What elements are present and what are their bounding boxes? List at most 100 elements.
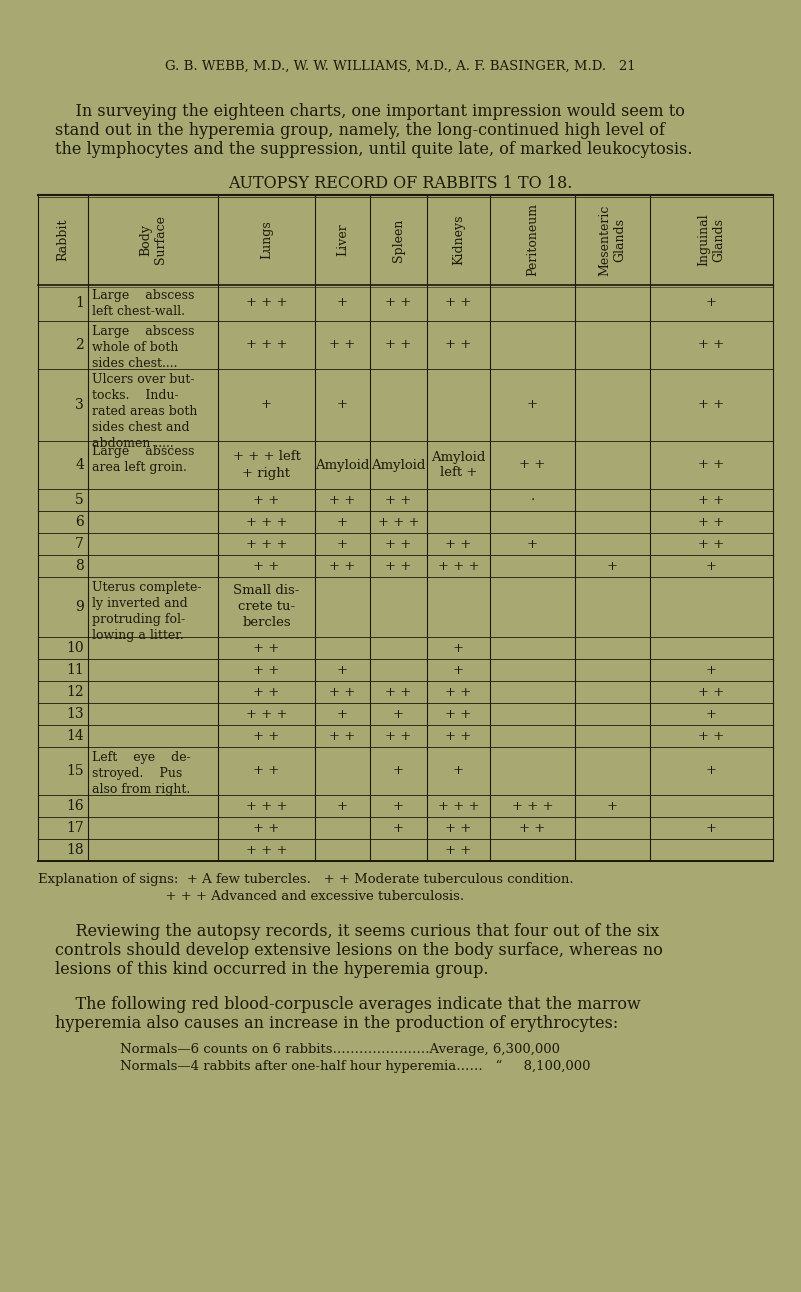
- Text: Large    abscess
area left groin.: Large abscess area left groin.: [92, 444, 195, 474]
- Text: Body
Surface: Body Surface: [139, 216, 167, 265]
- Text: Large    abscess
whole of both
sides chest....: Large abscess whole of both sides chest.…: [92, 326, 195, 370]
- Text: hyperemia also causes an increase in the production of erythrocytes:: hyperemia also causes an increase in the…: [55, 1016, 618, 1032]
- Text: Peritoneum: Peritoneum: [526, 204, 539, 276]
- Text: Mesenteric
Glands: Mesenteric Glands: [598, 204, 626, 275]
- Text: +: +: [337, 664, 348, 677]
- Text: + +: + +: [445, 822, 472, 835]
- Text: 3: 3: [75, 398, 84, 412]
- Text: +: +: [453, 664, 464, 677]
- Text: Left    eye    de-
stroyed.    Pus
also from right.: Left eye de- stroyed. Pus also from righ…: [92, 751, 191, 796]
- Text: +: +: [453, 765, 464, 778]
- Text: The following red blood-corpuscle averages indicate that the marrow: The following red blood-corpuscle averag…: [55, 996, 641, 1013]
- Text: Amyloid: Amyloid: [316, 459, 370, 472]
- Text: 2: 2: [75, 339, 84, 351]
- Text: 8: 8: [75, 559, 84, 572]
- Text: + +: + +: [698, 730, 725, 743]
- Text: + +: + +: [385, 559, 412, 572]
- Text: Spleen: Spleen: [392, 218, 405, 262]
- Text: + +: + +: [329, 730, 356, 743]
- Text: 6: 6: [75, 516, 84, 528]
- Text: +: +: [706, 664, 717, 677]
- Text: + +: + +: [253, 765, 280, 778]
- Text: +: +: [337, 800, 348, 813]
- Text: + +: + +: [445, 339, 472, 351]
- Text: Ulcers over but-
tocks.    Indu-
rated areas both
sides chest and
abdomen .....: Ulcers over but- tocks. Indu- rated area…: [92, 373, 197, 450]
- Text: +: +: [261, 398, 272, 411]
- Text: +: +: [393, 708, 404, 721]
- Text: + +: + +: [698, 516, 725, 528]
- Text: +: +: [527, 537, 538, 550]
- Text: + +: + +: [329, 559, 356, 572]
- Text: 10: 10: [66, 641, 84, 655]
- Text: Small dis-
crete tu-
bercles: Small dis- crete tu- bercles: [233, 584, 300, 629]
- Text: Explanation of signs:  + A few tubercles.   + + Moderate tuberculous condition.: Explanation of signs: + A few tubercles.…: [38, 873, 574, 886]
- Text: + +: + +: [519, 459, 545, 472]
- Text: 14: 14: [66, 729, 84, 743]
- Text: Normals—4 rabbits after one-half hour hyperemia……   “     8,100,000: Normals—4 rabbits after one-half hour hy…: [120, 1059, 590, 1074]
- Text: In surveying the eighteen charts, one important impression would seem to: In surveying the eighteen charts, one im…: [55, 103, 685, 120]
- Text: + +: + +: [698, 459, 725, 472]
- Text: + +: + +: [253, 642, 280, 655]
- Text: + +: + +: [698, 494, 725, 506]
- Text: + +: + +: [385, 730, 412, 743]
- Text: + +: + +: [329, 494, 356, 506]
- Text: +: +: [706, 708, 717, 721]
- Text: + +: + +: [698, 537, 725, 550]
- Text: +: +: [453, 642, 464, 655]
- Text: +: +: [706, 822, 717, 835]
- Text: + +: + +: [253, 559, 280, 572]
- Text: +: +: [607, 800, 618, 813]
- Text: stand out in the hyperemia group, namely, the long-continued high level of: stand out in the hyperemia group, namely…: [55, 121, 665, 140]
- Text: + + +: + + +: [246, 296, 288, 310]
- Text: 4: 4: [75, 457, 84, 472]
- Text: + + +: + + +: [246, 708, 288, 721]
- Text: + +: + +: [329, 339, 356, 351]
- Text: 17: 17: [66, 820, 84, 835]
- Text: +: +: [706, 296, 717, 310]
- Text: +: +: [393, 765, 404, 778]
- Text: + + +: + + +: [246, 516, 288, 528]
- Text: + +: + +: [698, 398, 725, 411]
- Text: 13: 13: [66, 707, 84, 721]
- Text: + +: + +: [698, 686, 725, 699]
- Text: + +: + +: [445, 537, 472, 550]
- Text: + + +: + + +: [246, 844, 288, 857]
- Text: +: +: [706, 559, 717, 572]
- Text: + + + left
+ right: + + + left + right: [232, 451, 300, 479]
- Text: 9: 9: [75, 599, 84, 614]
- Text: +: +: [527, 398, 538, 411]
- Text: +: +: [607, 559, 618, 572]
- Text: +: +: [706, 765, 717, 778]
- Text: +: +: [337, 537, 348, 550]
- Text: 18: 18: [66, 842, 84, 857]
- Text: + +: + +: [385, 537, 412, 550]
- Text: Uterus complete-
ly inverted and
protruding fol-
lowing a litter.: Uterus complete- ly inverted and protrud…: [92, 581, 202, 642]
- Text: + +: + +: [445, 730, 472, 743]
- Text: Inguinal
Glands: Inguinal Glands: [698, 213, 726, 266]
- Text: lesions of this kind occurred in the hyperemia group.: lesions of this kind occurred in the hyp…: [55, 961, 489, 978]
- Text: AUTOPSY RECORD OF RABBITS 1 TO 18.: AUTOPSY RECORD OF RABBITS 1 TO 18.: [227, 174, 572, 193]
- Text: G. B. WEBB, M.D., W. W. WILLIAMS, M.D., A. F. BASINGER, M.D.   21: G. B. WEBB, M.D., W. W. WILLIAMS, M.D., …: [165, 59, 635, 74]
- Text: +: +: [337, 708, 348, 721]
- Text: + +: + +: [385, 494, 412, 506]
- Text: controls should develop extensive lesions on the body surface, whereas no: controls should develop extensive lesion…: [55, 942, 663, 959]
- Text: + +: + +: [253, 730, 280, 743]
- Text: Reviewing the autopsy records, it seems curious that four out of the six: Reviewing the autopsy records, it seems …: [55, 922, 659, 941]
- Text: Amyloid
left +: Amyloid left +: [431, 451, 485, 479]
- Text: +: +: [393, 800, 404, 813]
- Text: + +: + +: [385, 339, 412, 351]
- Text: + +: + +: [253, 822, 280, 835]
- Text: + +: + +: [385, 686, 412, 699]
- Text: + +: + +: [253, 686, 280, 699]
- Text: + + +: + + +: [512, 800, 553, 813]
- Text: +: +: [337, 296, 348, 310]
- Text: + + +: + + +: [438, 800, 479, 813]
- Text: ·: ·: [530, 494, 534, 506]
- Text: Lungs: Lungs: [260, 221, 273, 260]
- Text: 1: 1: [75, 296, 84, 310]
- Text: Kidneys: Kidneys: [452, 214, 465, 265]
- Text: 11: 11: [66, 663, 84, 677]
- Text: +: +: [337, 398, 348, 411]
- Text: + + +: + + +: [438, 559, 479, 572]
- Text: 16: 16: [66, 798, 84, 813]
